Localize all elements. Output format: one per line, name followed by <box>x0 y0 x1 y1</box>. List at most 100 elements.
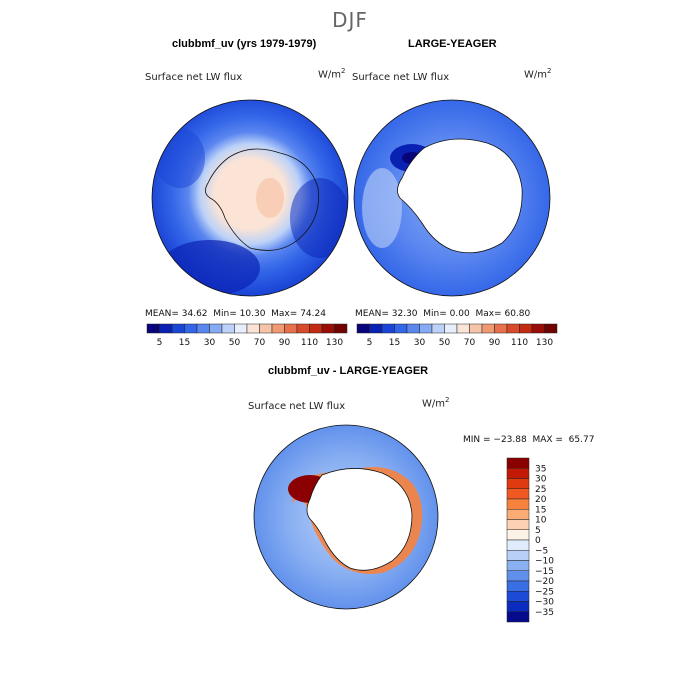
panel3-map <box>253 424 439 610</box>
panel2-units: W/m2 <box>524 67 551 80</box>
panel3-minmax: MIN = −23.88 MAX = 65.77 <box>463 435 595 445</box>
panel3-colorbar-tick-label: −5 <box>535 546 548 556</box>
panel3-colorbar-swatch <box>506 498 530 510</box>
panel1-colorbar-swatch <box>159 323 173 334</box>
panel3-colorbar-tick-label: −10 <box>535 557 554 567</box>
panel1-colorbar-tick-label: 15 <box>179 338 190 348</box>
panel2-colorbar-swatch <box>419 323 433 334</box>
panel2-colorbar-tick-label: 15 <box>389 338 400 348</box>
panel1-colorbar-tick-label: 110 <box>301 338 318 348</box>
panel1-colorbar-swatch <box>221 323 235 334</box>
panel3-colorbar-swatch <box>506 560 530 571</box>
panel1-stats: MEAN= 34.62 Min= 10.30 Max= 74.24 <box>145 309 326 319</box>
panel3-colorbar-swatch <box>506 591 530 602</box>
panel2-min-label: Min= <box>423 309 447 319</box>
panel3-colorbar-swatch <box>506 580 530 592</box>
panel2-colorbar-swatch <box>506 323 520 334</box>
panel3-land-mask <box>306 468 413 571</box>
panel2-colorbar-tick-label: 5 <box>367 338 373 348</box>
panel1-colorbar-swatch <box>271 323 285 334</box>
panel3-colorbar-tick-label: 30 <box>535 475 547 485</box>
panel1-units: W/m2 <box>318 67 345 80</box>
panel2-colorbar-swatch <box>431 323 445 334</box>
panel3-colorbar-tick-label: 15 <box>535 505 546 515</box>
panel1-max-label: Max= <box>271 309 298 319</box>
panel3-colorbar-tick-label: −25 <box>535 587 554 597</box>
panel2-map-border <box>353 99 551 297</box>
panel1-colorbar: 5 15 30 50 70 90 110 130 <box>146 323 348 348</box>
panel2-units-exp: 2 <box>547 67 552 75</box>
panel3-colorbar-swatch <box>506 488 530 500</box>
panel2-max-label: Max= <box>475 309 502 319</box>
panel2-land-mask <box>397 138 523 254</box>
panel2-min: 0.00 <box>449 309 470 319</box>
panel3-colorbar-swatch <box>506 457 530 469</box>
panel1-min-label: Min= <box>213 309 237 319</box>
panel2-stats: MEAN= 32.30 Min= 0.00 Max= 60.80 <box>355 309 530 319</box>
panel1-map-border <box>151 99 349 297</box>
panel3-colorbar-swatch <box>506 539 530 551</box>
panel2-colorbar-tick-label: 110 <box>511 338 528 348</box>
panel3-colorbar-tick-label: −20 <box>535 577 554 587</box>
panel1-colorbar-swatch <box>259 323 273 334</box>
panel2-colorbar-swatch <box>531 323 545 334</box>
panel2-colorbar-swatch <box>406 323 420 334</box>
panel3-title: clubbmf_uv - LARGE-YEAGER <box>268 365 429 377</box>
panel1-colorbar-swatch <box>184 323 198 334</box>
panel2-map <box>353 99 551 297</box>
panel2-colorbar-swatch <box>494 323 508 334</box>
panel3-colorbar-swatch <box>506 519 530 530</box>
panel3-units-exp: 2 <box>445 396 450 404</box>
panel1-coastline <box>205 148 319 251</box>
panel2-colorbar: 5 15 30 50 70 90 110 130 <box>356 323 558 348</box>
panel1-colorbar-tick-label: 50 <box>229 338 241 348</box>
panel2-colorbar-tick-label: 70 <box>464 338 476 348</box>
panel3-colorbar-swatch <box>506 601 530 612</box>
panel1-units-text: W/m <box>318 69 341 81</box>
panel2-colorbar-swatch <box>381 323 395 334</box>
panel3-colorbar-swatch <box>506 550 530 561</box>
panel3-colorbar-swatch <box>506 509 530 520</box>
panel3-colorbar-tick-label: 35 <box>535 464 546 474</box>
panel2-max: 60.80 <box>504 309 531 319</box>
panel3-colorbar-swatch <box>506 529 530 541</box>
panel2-colorbar-swatch <box>481 323 495 334</box>
panel1-colorbar-swatch <box>146 323 160 334</box>
figure-title: DJF <box>332 8 368 32</box>
panel1-colorbar-tick-label: 70 <box>254 338 266 348</box>
panel1-colorbar-tick-label: 130 <box>326 338 343 348</box>
panel1-colorbar-tick-label: 30 <box>204 338 216 348</box>
panel3-map-border <box>253 424 439 610</box>
panel3-units-text: W/m <box>422 398 445 410</box>
panel3-colorbar-tick-label: 0 <box>535 536 541 546</box>
panel1-colorbar-swatch <box>321 323 335 334</box>
panel2-light-region <box>362 168 402 248</box>
panel2-title: LARGE-YEAGER <box>408 38 497 50</box>
panel3-colorbar-tick-label: −15 <box>535 567 554 577</box>
panel1-mean: 34.62 <box>181 309 208 319</box>
panel2-units-text: W/m <box>524 69 547 81</box>
panel1-colorbar-swatch <box>284 323 298 334</box>
panel2-mean-label: MEAN= <box>355 309 389 319</box>
panel2-mean: 32.30 <box>391 309 418 319</box>
panel1-colorbar-swatch <box>296 323 310 334</box>
panel2-colorbar-swatch <box>444 323 458 334</box>
panel1-low-region-west <box>155 128 205 188</box>
panel2-colorbar-tick-label: 130 <box>536 338 553 348</box>
panel3-colorbar-tick-label: −35 <box>535 608 554 618</box>
panel3-colorbar-tick-label: 5 <box>535 526 541 536</box>
panel2-colorbar-tick-label: 30 <box>414 338 426 348</box>
panel3-colorbar-swatch <box>506 570 530 582</box>
panel3-colorbar-swatch <box>506 478 530 489</box>
panel1-mean-label: MEAN= <box>145 309 179 319</box>
panel2-variable-label: Surface net LW flux <box>352 72 450 83</box>
panel3-colorbar-tick-label: 25 <box>535 485 546 495</box>
panel1-colorbar-swatch <box>209 323 223 334</box>
panel3-colorbar-tick-label: 10 <box>535 516 547 526</box>
panel2-colorbar-tick-label: 90 <box>489 338 501 348</box>
panel1-colorbar-swatch <box>334 323 348 334</box>
panel3-colorbar-tick-label: 20 <box>535 495 547 505</box>
panel3-units: W/m2 <box>422 396 449 409</box>
panel1-min: 10.30 <box>239 309 266 319</box>
